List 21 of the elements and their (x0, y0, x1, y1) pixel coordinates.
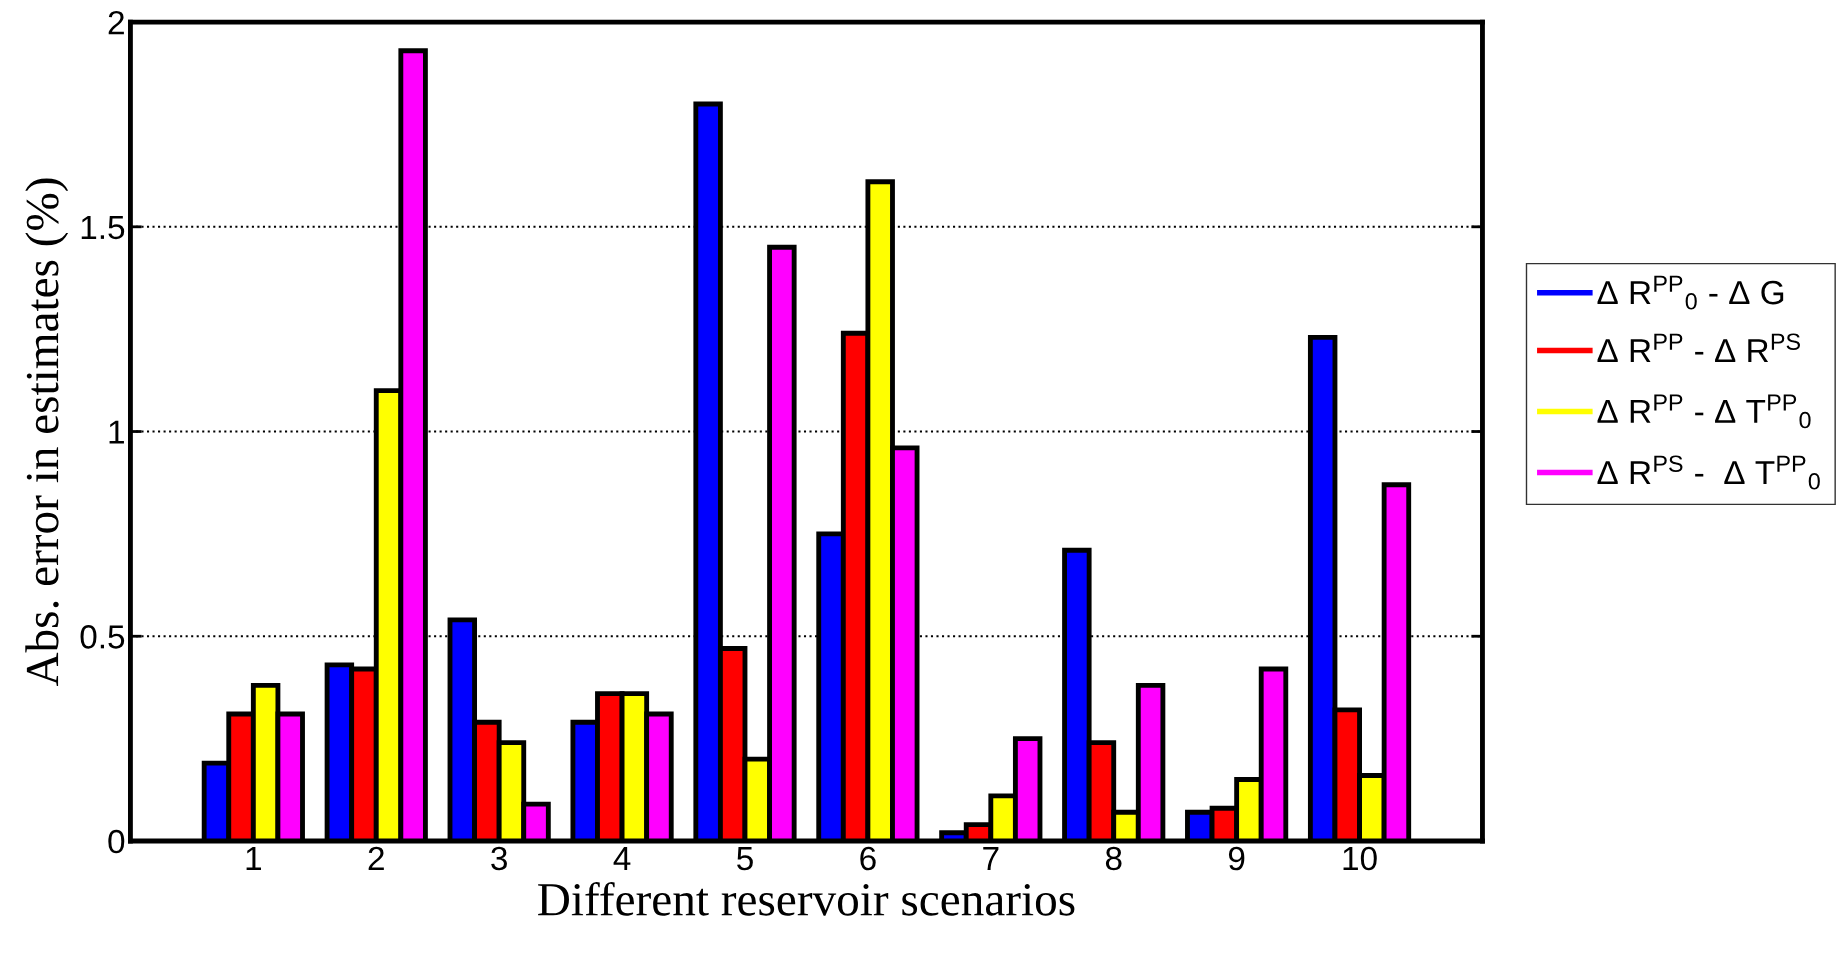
y-tick-label: 0.5 (80, 625, 125, 649)
x-axis-title: Different reservoir scenarios (538, 881, 1075, 916)
x-tick-label: 5 (737, 847, 753, 871)
x-tick-label: 7 (983, 847, 999, 870)
x-tick-label: 9 (1228, 846, 1245, 871)
x-tick-label: 1 (246, 847, 261, 870)
y-tick-label: 0 (108, 829, 125, 854)
legend-label: Δ R$^{PP}$ - Δ R$^{PS}$ (1597, 333, 1800, 363)
legend-label: Δ R$^{PP}$$_{0}$ - Δ G (1597, 275, 1784, 310)
x-tick-label: 8 (1105, 846, 1122, 871)
y-tick-label: 2 (108, 10, 124, 35)
x-tick-label: 3 (491, 846, 507, 871)
y-tick-label: 1.5 (81, 215, 125, 240)
x-tick-label: 4 (613, 847, 631, 870)
y-tick-label: 1 (109, 420, 124, 444)
legend-label: Δ R$^{PP}$ - Δ T$^{PP}$$_{0}$ (1597, 394, 1811, 429)
legend-label: Δ R$^{PS}$ - Δ T$^{PP}$$_{0}$ (1597, 455, 1820, 490)
x-tick-label: 10 (1343, 846, 1377, 871)
x-tick-label: 2 (368, 846, 384, 870)
x-tick-label: 6 (860, 846, 876, 871)
y-axis-title: Abs. error in estimates (%) (25, 178, 69, 687)
